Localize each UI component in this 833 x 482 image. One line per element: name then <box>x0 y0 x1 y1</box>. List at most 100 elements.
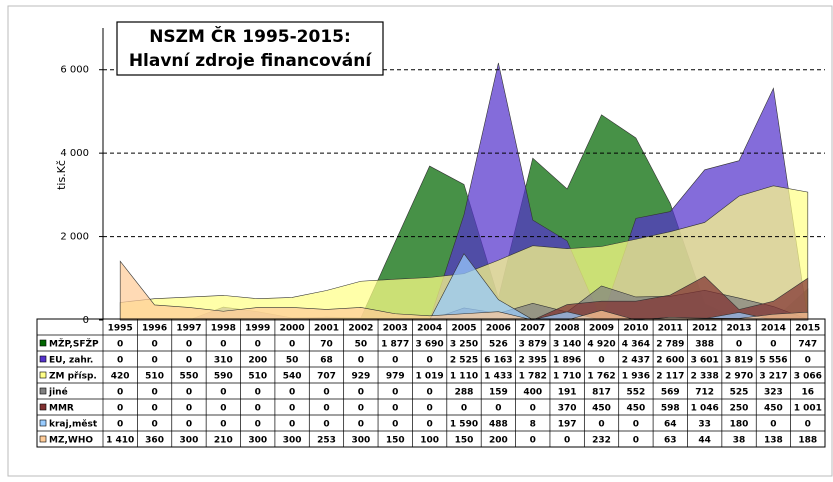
table-cell: 1 001 <box>794 404 822 414</box>
table-cell: 0 <box>598 356 604 366</box>
year-header: 2015 <box>795 324 820 334</box>
table-cell: 232 <box>592 436 611 446</box>
table-cell: 1 410 <box>106 436 134 446</box>
table-cell: 250 <box>730 404 749 414</box>
table-cell: 0 <box>220 420 226 430</box>
table-cell: 180 <box>730 420 749 430</box>
year-header: 2008 <box>555 324 580 334</box>
table-cell: 0 <box>289 388 295 398</box>
table-cell: 0 <box>736 340 742 350</box>
table-cell: 68 <box>320 356 333 366</box>
table-cell: 3 819 <box>725 356 753 366</box>
table-cell: 6 163 <box>484 356 512 366</box>
table-cell: 388 <box>695 340 714 350</box>
table-cell: 360 <box>145 436 164 446</box>
table-cell: 0 <box>289 340 295 350</box>
table-cell: 1 710 <box>553 372 581 382</box>
table-cell: 0 <box>117 420 123 430</box>
year-header: 1998 <box>211 324 236 334</box>
table-cell: 707 <box>317 372 336 382</box>
table-cell: 450 <box>764 404 783 414</box>
legend-label: MZ,WHO <box>49 436 93 446</box>
table-cell: 1 590 <box>450 420 478 430</box>
table-cell: 550 <box>180 372 199 382</box>
table-cell: 300 <box>351 436 370 446</box>
table-cell: 0 <box>358 356 364 366</box>
table-cell: 323 <box>764 388 783 398</box>
table-cell: 0 <box>151 404 157 414</box>
table-cell: 0 <box>805 420 811 430</box>
table-cell: 526 <box>489 340 508 350</box>
y-tick-label: 2 000 <box>60 232 89 243</box>
table-cell: 1 433 <box>484 372 512 382</box>
y-tick-label: 6 000 <box>60 65 89 76</box>
legend-swatch <box>39 403 47 411</box>
legend-label: MŽP,SFŽP <box>49 338 99 350</box>
table-cell: 150 <box>455 436 474 446</box>
year-header: 2010 <box>623 324 648 334</box>
year-header: 2002 <box>348 324 373 334</box>
legend-label: jiné <box>48 387 68 398</box>
table-cell: 0 <box>392 404 398 414</box>
table-cell: 0 <box>255 340 261 350</box>
table-cell: 210 <box>214 436 233 446</box>
table-cell: 0 <box>426 404 432 414</box>
legend-swatch <box>39 387 47 395</box>
table-cell: 50 <box>355 340 368 350</box>
table-cell: 3 690 <box>416 340 444 350</box>
table-cell: 450 <box>592 404 611 414</box>
year-header: 1995 <box>108 324 133 334</box>
table-cell: 488 <box>489 420 508 430</box>
table-cell: 33 <box>698 420 711 430</box>
table-cell: 70 <box>320 340 333 350</box>
table-cell: 38 <box>733 436 746 446</box>
table-cell: 569 <box>661 388 680 398</box>
year-header: 2013 <box>727 324 752 334</box>
table-cell: 540 <box>283 372 302 382</box>
y-axis-label: tis.Kč <box>55 160 68 190</box>
year-header: 2012 <box>692 324 717 334</box>
table-cell: 4 364 <box>622 340 650 350</box>
table-cell: 420 <box>111 372 130 382</box>
table-cell: 3 250 <box>450 340 478 350</box>
table-cell: 0 <box>564 436 570 446</box>
table-cell: 0 <box>358 404 364 414</box>
area <box>119 260 809 321</box>
table-cell: 0 <box>289 420 295 430</box>
year-header: 2000 <box>280 324 305 334</box>
table-cell: 197 <box>558 420 577 430</box>
table-cell: 4 920 <box>587 340 615 350</box>
table-cell: 63 <box>664 436 677 446</box>
year-header: 2001 <box>314 324 339 334</box>
table-cell: 1 046 <box>691 404 719 414</box>
table-cell: 0 <box>323 420 329 430</box>
table-cell: 1 762 <box>587 372 615 382</box>
table-cell: 0 <box>220 404 226 414</box>
table-cell: 0 <box>530 436 536 446</box>
table-cell: 2 789 <box>656 340 684 350</box>
table-cell: 253 <box>317 436 336 446</box>
table-cell: 1 936 <box>622 372 650 382</box>
table-cell: 64 <box>664 420 677 430</box>
table-cell: 0 <box>186 388 192 398</box>
table-cell: 747 <box>798 340 817 350</box>
table-cell: 0 <box>495 404 501 414</box>
table-cell: 5 556 <box>759 356 787 366</box>
table-cell: 300 <box>283 436 302 446</box>
year-header: 1996 <box>142 324 167 334</box>
table-cell: 0 <box>255 388 261 398</box>
area <box>119 185 809 321</box>
table-cell: 0 <box>186 356 192 366</box>
chart-title: NSZM ČR 1995-2015: <box>149 25 351 47</box>
table-cell: 188 <box>798 436 817 446</box>
table-cell: 0 <box>186 340 192 350</box>
table-cell: 288 <box>455 388 474 398</box>
table-cell: 191 <box>558 388 577 398</box>
legend-swatch <box>39 371 47 379</box>
table-cell: 2 525 <box>450 356 478 366</box>
table-cell: 0 <box>770 340 776 350</box>
table-cell: 0 <box>255 404 261 414</box>
table-cell: 2 338 <box>691 372 719 382</box>
table-cell: 3 879 <box>519 340 547 350</box>
